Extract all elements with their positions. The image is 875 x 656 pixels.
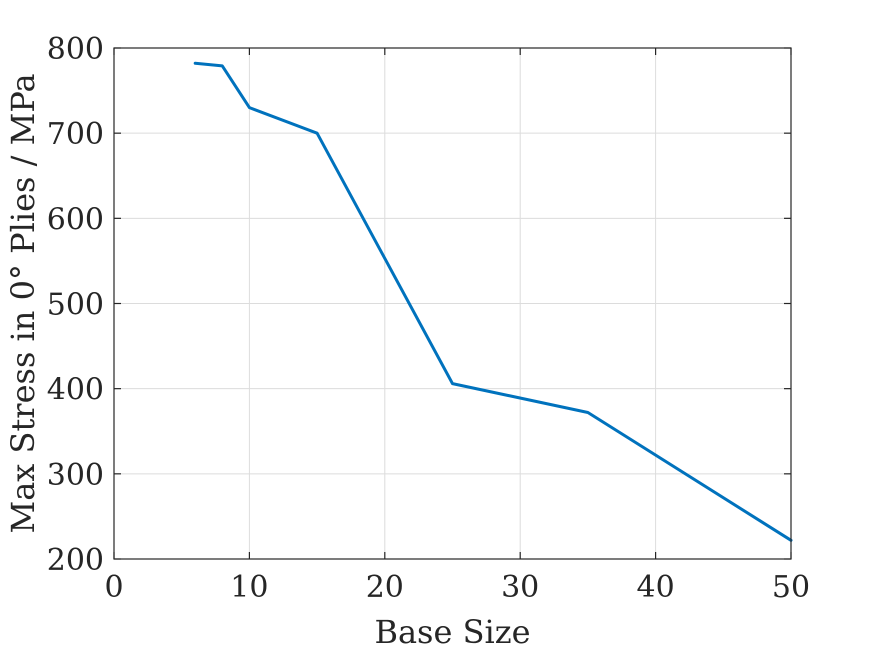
x-tick-label: 10 [230,570,268,605]
x-tick-label: 40 [637,570,675,605]
y-axis-label: Max Stress in 0° Plies / MPa [4,73,42,533]
x-tick-label: 20 [366,570,404,605]
y-tick-label: 600 [47,202,104,237]
data-point [248,106,251,109]
series-line [193,61,793,542]
y-tick-label: 800 [47,32,104,67]
data-point [451,382,454,385]
y-tick-label: 400 [47,373,104,408]
data-point [316,132,319,135]
y-tick-label: 300 [47,458,104,493]
data-point [586,411,589,414]
x-tick-label: 0 [104,570,123,605]
data-point [194,62,197,65]
y-ticks: 200 300 400 500 600 700 800 [47,32,791,578]
x-ticks: 0 10 20 30 40 50 [104,48,810,605]
x-tick-label: 30 [501,570,539,605]
y-tick-label: 200 [47,543,104,578]
x-axis-label: Base Size [374,613,530,651]
x-tick-label: 50 [772,570,810,605]
y-tick-label: 700 [47,117,104,152]
data-point [221,64,224,67]
series-layer [193,61,793,542]
y-tick-label: 500 [47,288,104,323]
